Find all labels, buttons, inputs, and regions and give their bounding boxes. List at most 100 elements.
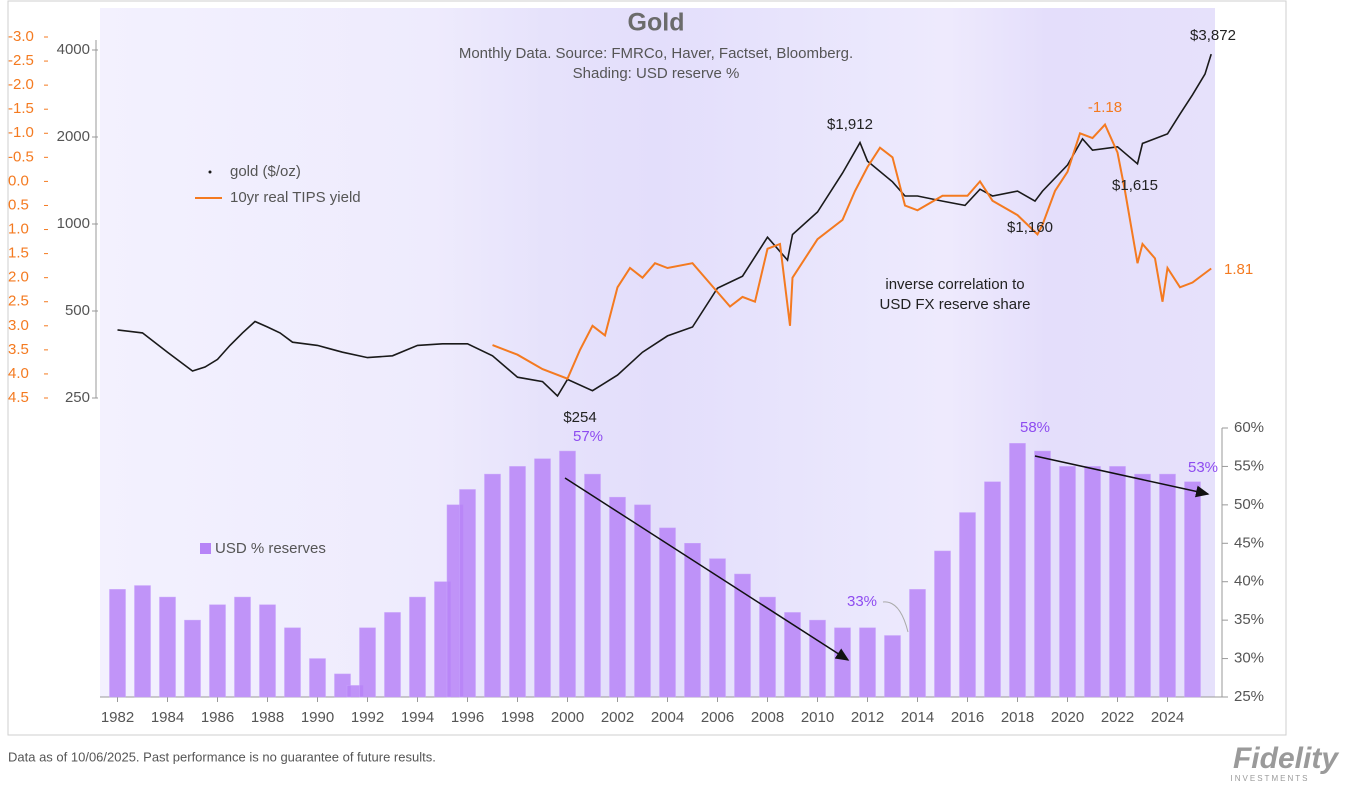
y-tick-label: 2000 [57, 128, 90, 145]
x-tick-label: 2006 [701, 709, 734, 726]
bar [259, 604, 276, 698]
annotation: inverse correlation to [885, 276, 1024, 293]
y2-tick-label: -3.0 [8, 28, 34, 45]
x-tick-label: 2000 [551, 709, 584, 726]
annotation: $1,912 [827, 116, 873, 133]
y-tick-label: 250 [65, 389, 90, 406]
series-line [492, 122, 1212, 380]
bar [984, 481, 1001, 698]
bar [159, 596, 176, 698]
x-tick-label: 2012 [851, 709, 884, 726]
subtitle: Shading: USD reserve % [573, 65, 740, 82]
bar [859, 627, 876, 698]
y2-tick-label: -2.5 [8, 52, 34, 69]
y2-tick-label: 1.5 [8, 245, 29, 262]
bar [834, 627, 851, 698]
bar [1184, 481, 1201, 698]
x-tick-label: 1992 [351, 709, 384, 726]
annotation: 57% [573, 428, 603, 445]
y2-tick-label: -2.0 [8, 76, 34, 93]
series-line [117, 53, 1212, 398]
bar [584, 473, 601, 698]
bar [459, 489, 476, 698]
x-tick-label: 1990 [301, 709, 334, 726]
annotation: 33% [847, 593, 877, 610]
y2-tick-label: 0.5 [8, 196, 29, 213]
y-tick-label: 30% [1234, 650, 1264, 667]
x-tick-label: 2014 [901, 709, 934, 726]
y-tick-label: 35% [1234, 611, 1264, 628]
annotation: $1,160 [1007, 219, 1053, 236]
y2-tick-label: 2.0 [8, 269, 29, 286]
annotation: 58% [1020, 419, 1050, 436]
x-tick-label: 2024 [1151, 709, 1184, 726]
y2-tick-label: -0.5 [8, 148, 34, 165]
y2-tick-label: 4.5 [8, 389, 29, 406]
x-tick-label: 1982 [101, 709, 134, 726]
bar [884, 635, 901, 698]
y2-tick-label: -1.5 [8, 100, 34, 117]
bar [709, 558, 726, 698]
bar [1009, 443, 1026, 698]
bar [609, 496, 626, 698]
y-tick-label: 1000 [57, 215, 90, 232]
bar [359, 627, 376, 698]
bar [509, 466, 526, 698]
x-tick-label: 2010 [801, 709, 834, 726]
bar [1059, 466, 1076, 698]
x-tick-label: 1986 [201, 709, 234, 726]
x-tick-label: 2022 [1101, 709, 1134, 726]
y-tick-label: 50% [1234, 496, 1264, 513]
bar [284, 627, 301, 698]
bar [209, 604, 226, 698]
bar [559, 450, 576, 698]
bar [734, 573, 751, 698]
annotation: -1.18 [1088, 99, 1122, 116]
annotation: 1.81 [1224, 261, 1253, 278]
legend-label: 10yr real TIPS yield [230, 189, 361, 206]
x-tick-label: 2016 [951, 709, 984, 726]
bar [384, 612, 401, 698]
y2-tick-label: 2.5 [8, 293, 29, 310]
bar [759, 596, 776, 698]
y2-tick-label: -1.0 [8, 124, 34, 141]
legend-label: USD % reserves [215, 540, 326, 557]
bar [534, 458, 551, 698]
annotation: $3,872 [1190, 27, 1236, 44]
x-tick-label: 2008 [751, 709, 784, 726]
legend-marker [200, 543, 211, 554]
y-tick-label: 4000 [57, 41, 90, 58]
leader-line [882, 601, 909, 633]
y2-tick-label: 1.0 [8, 221, 29, 238]
x-tick-label: 1994 [401, 709, 434, 726]
y2-tick-label: 4.0 [8, 365, 29, 382]
x-tick-label: 1988 [251, 709, 284, 726]
bar [959, 512, 976, 698]
y2-tick-label: 3.0 [8, 317, 29, 334]
x-tick-label: 2004 [651, 709, 684, 726]
footer-note: Data as of 10/06/2025. Past performance … [8, 749, 436, 764]
annotation: $1,615 [1112, 177, 1158, 194]
bar [1034, 450, 1051, 698]
bar [934, 550, 951, 698]
bar [234, 596, 251, 698]
bar [309, 658, 326, 698]
x-tick-label: 2018 [1001, 709, 1034, 726]
bar [659, 527, 676, 698]
y-tick-label: 40% [1234, 573, 1264, 590]
bar [184, 619, 201, 698]
x-tick-label: 2002 [601, 709, 634, 726]
bar [809, 619, 826, 698]
bar [1084, 466, 1101, 698]
subtitle: Monthly Data. Source: FMRCo, Haver, Fact… [459, 45, 853, 62]
x-tick-label: 1996 [451, 709, 484, 726]
bar [1109, 466, 1126, 698]
y-tick-label: 60% [1234, 419, 1264, 436]
y-tick-label: 25% [1234, 688, 1264, 705]
legend-label: gold ($/oz) [230, 163, 301, 180]
y-tick-label: 45% [1234, 534, 1264, 551]
legend-marker [208, 170, 212, 174]
y-tick-label: 500 [65, 302, 90, 319]
annotation: USD FX reserve share [880, 296, 1031, 313]
